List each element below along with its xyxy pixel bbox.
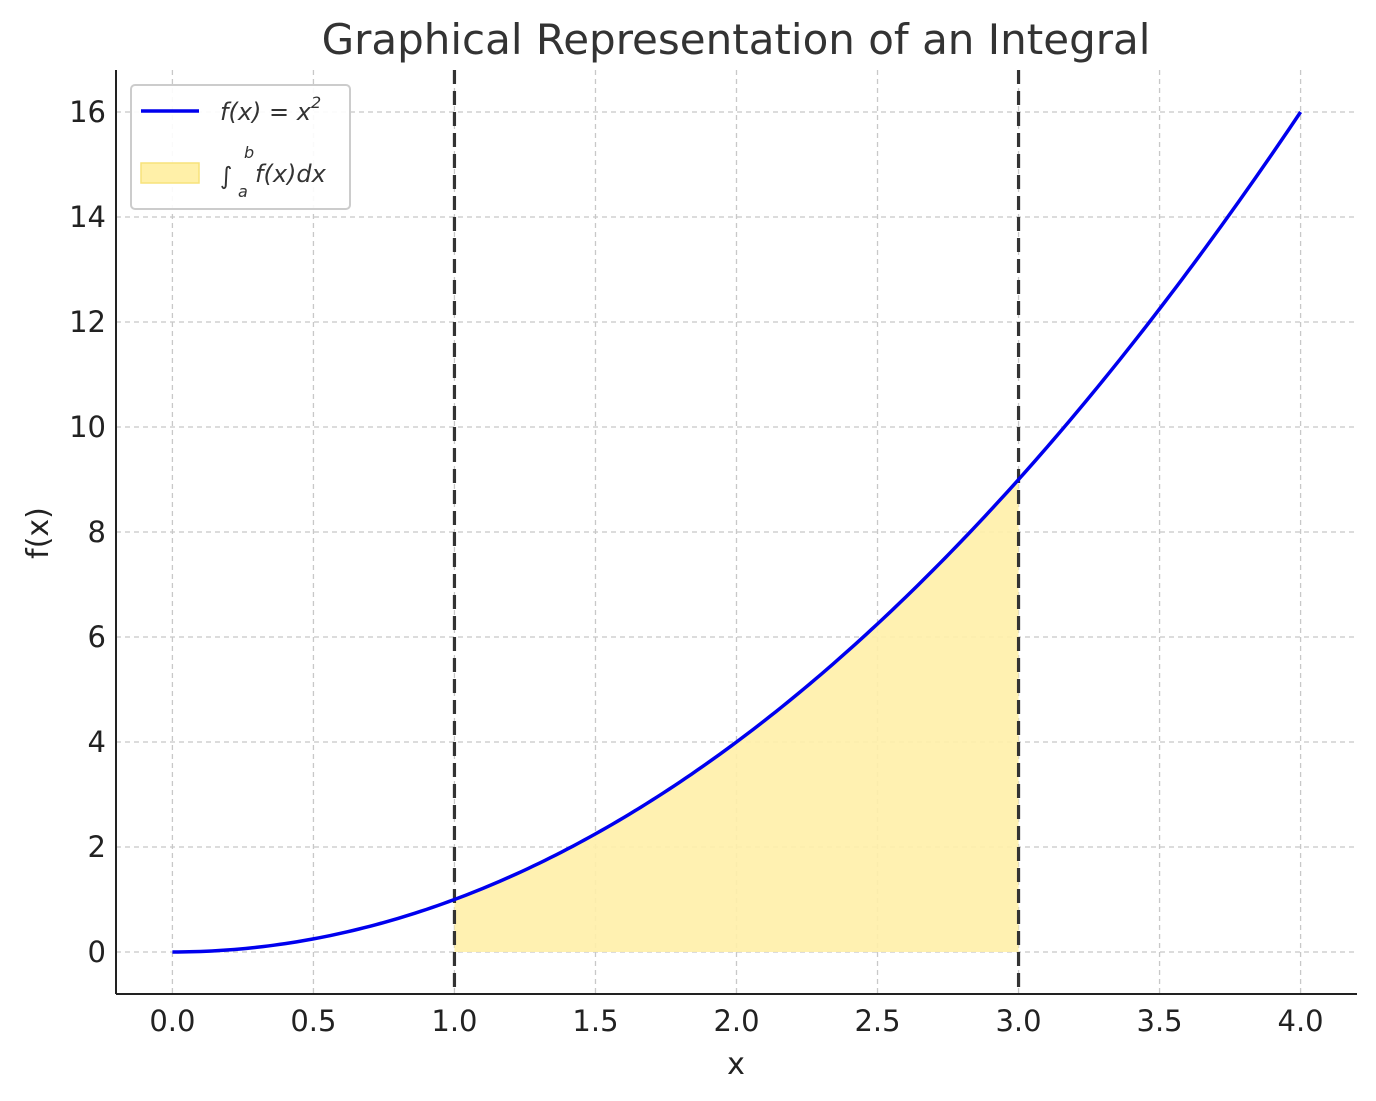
x-tick-label: 2.0 xyxy=(713,1004,759,1038)
x-tick-label: 1.0 xyxy=(431,1004,477,1038)
chart-title: Graphical Representation of an Integral xyxy=(322,15,1151,64)
x-tick-label: 0.5 xyxy=(290,1004,336,1038)
y-tick-label: 2 xyxy=(88,830,106,864)
y-tick-label: 12 xyxy=(69,305,106,339)
x-tick-label: 0.0 xyxy=(149,1004,195,1038)
legend-area-upper: b xyxy=(244,143,254,162)
y-tick-label: 10 xyxy=(69,410,106,444)
x-tick-label: 4.0 xyxy=(1278,1004,1324,1038)
y-tick-label: 16 xyxy=(69,95,106,129)
legend-area-integral: ∫ xyxy=(220,162,233,190)
legend-area-swatch xyxy=(140,162,200,184)
y-axis-label: f(x) xyxy=(21,507,56,559)
x-tick-label: 3.5 xyxy=(1137,1004,1183,1038)
x-axis-label: x xyxy=(727,1047,745,1082)
x-tick-label: 1.5 xyxy=(572,1004,618,1038)
legend-area-lower: a xyxy=(238,182,248,201)
legend-line-label: f(x) = x2 xyxy=(220,93,321,126)
y-tick-label: 8 xyxy=(88,515,106,549)
y-tick-label: 6 xyxy=(88,620,106,654)
x-tick-label: 3.0 xyxy=(995,1004,1041,1038)
plot-area xyxy=(172,70,1303,994)
y-tick-label: 14 xyxy=(69,200,106,234)
legend: f(x) = x2 ∫ b a f(x)dx xyxy=(130,84,351,210)
integral-shaded-area xyxy=(454,479,1019,952)
series-line-f-x xyxy=(172,111,1303,954)
x-tick-label: 2.5 xyxy=(854,1004,900,1038)
y-tick-label: 0 xyxy=(88,935,106,969)
axes xyxy=(115,70,1357,995)
y-tick-label: 4 xyxy=(88,725,106,759)
legend-area-label: f(x)dx xyxy=(255,160,327,188)
tick-labels: 0.0 0.5 1.0 1.5 2.0 2.5 3.0 3.5 4.0 0 2 4 6 8 10 12 14 16 xyxy=(69,95,1324,1038)
